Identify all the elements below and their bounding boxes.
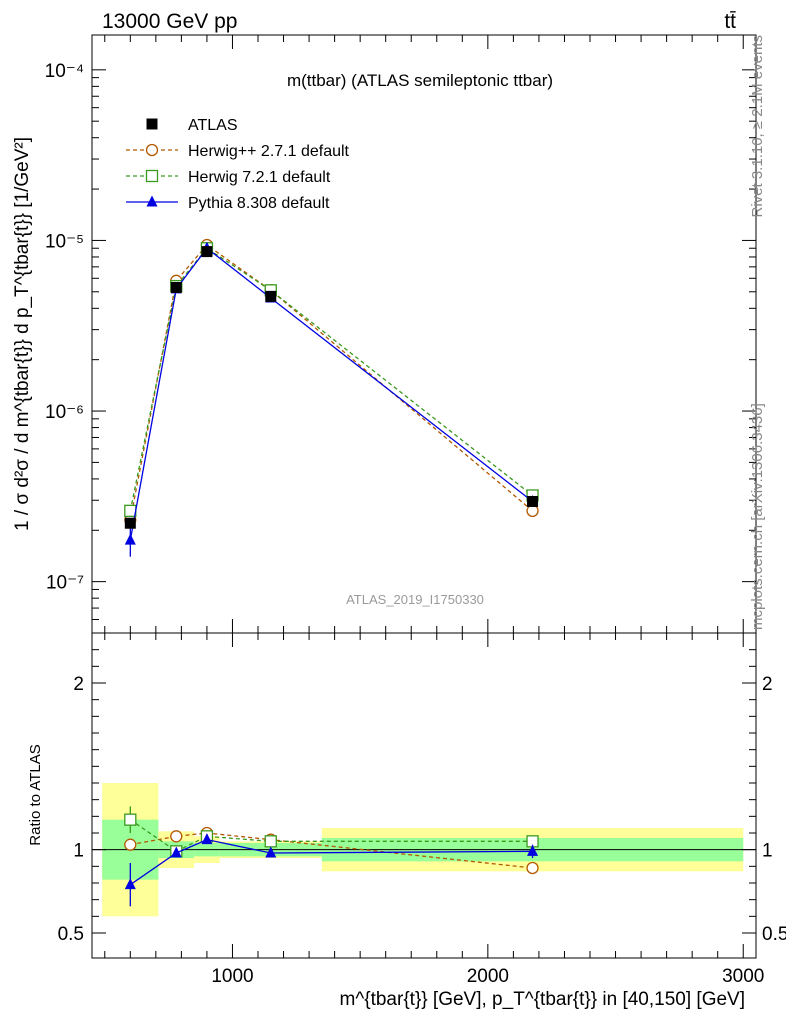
main-line-pythia-8-308-default	[129, 247, 533, 541]
main-point-atlas	[527, 495, 539, 507]
legend-label-atlas: ATLAS	[188, 117, 238, 134]
y-axis-label: 1 / σ d²σ / d m^{tbar{t}} d p_T^{tbar{t}…	[12, 137, 33, 531]
legend-marker-herwig-2-7-1-default	[145, 143, 159, 157]
ratio-tick-label: 1	[73, 841, 84, 862]
main-line-herwig-7-2-1-default	[129, 247, 533, 511]
main-series-layer	[124, 238, 539, 557]
ratio-tick-label: 0.5	[58, 924, 84, 945]
main-point-atlas	[265, 290, 277, 302]
ratio-point-pythia-8-308-default	[124, 878, 136, 890]
ratio-tick-label-right: 1	[762, 841, 773, 862]
header-left: 13000 GeV pp	[102, 10, 237, 33]
ratio-point-pythia-8-308-default	[201, 833, 213, 845]
ratio-point-herwig-2-7-1-default	[526, 861, 539, 875]
ratio-tick-label-right: 2	[762, 674, 773, 695]
mcplots-side-label: mcplots.cern.ch [arXiv:1306.3436]	[749, 403, 766, 630]
y-tick-label: 10⁻⁷	[46, 573, 84, 594]
chart-title: m(ttbar) (ATLAS semileptonic ttbar)	[287, 71, 553, 90]
ratio-plot-frame	[91, 632, 757, 959]
main-point-herwig-7-2-1-default	[124, 504, 137, 517]
ratio-tick-label: 2	[73, 674, 84, 695]
y-tick-label: 10⁻⁵	[45, 231, 84, 252]
main-point-atlas	[124, 517, 136, 529]
ratio-point-herwig-2-7-1-default	[124, 838, 137, 851]
x-tick-label: 1000	[211, 966, 253, 987]
ratio-line-herwig-7-2-1-default	[129, 819, 533, 853]
legend-label-pythia-8-308-default: Pythia 8.308 default	[188, 195, 330, 212]
y-tick-label: 10⁻⁶	[45, 402, 84, 423]
x-tick-label: 3000	[722, 966, 764, 987]
main-point-pythia-8-308-default	[124, 533, 136, 545]
main-point-herwig-2-7-1-default	[526, 504, 539, 517]
ratio-tick-label-right: 0.5	[762, 924, 786, 945]
ratio-y-axis-label: Ratio to ATLAS	[27, 744, 44, 845]
rivet-side-label: Rivet 3.1.10, ≥ 2.1M events	[749, 35, 766, 218]
watermark: ATLAS_2019_I1750330	[346, 592, 484, 607]
axes-ticks: 10⁻⁷ 10⁻⁶ 10⁻⁵ 10⁻⁴ 0.5 0.5 1 1 2 2 1000 2000 3000	[45, 35, 786, 987]
main-point-atlas	[201, 246, 213, 258]
ratio-point-pythia-8-308-default	[527, 844, 539, 856]
ratio-point-pythia-8-308-default	[265, 846, 277, 858]
x-axis-label: m^{tbar{t}} [GeV], p_T^{tbar{t}} in [40,…	[340, 989, 746, 1010]
ratio-point-herwig-7-2-1-default	[124, 813, 137, 826]
x-tick-label: 2000	[467, 966, 509, 987]
legend-label-herwig-2-7-1-default: Herwig++ 2.7.1 default	[188, 143, 350, 160]
legend-marker-pythia-8-308-default	[146, 195, 158, 207]
ratio-series-layer	[124, 806, 539, 907]
main-point-atlas	[170, 281, 182, 293]
header-right: tt̄	[724, 10, 736, 33]
y-tick-label: 10⁻⁴	[45, 61, 84, 82]
legend-label-herwig-7-2-1-default: Herwig 7.2.1 default	[188, 169, 331, 186]
main-line-herwig-2-7-1-default	[129, 244, 533, 521]
ratio-point-herwig-2-7-1-default	[170, 830, 183, 843]
legend-marker-herwig-7-2-1-default	[145, 169, 159, 183]
ratio-point-pythia-8-308-default	[170, 846, 182, 858]
legend-marker-atlas	[146, 118, 158, 130]
ratio-point-herwig-7-2-1-default	[264, 835, 277, 848]
legend: ATLAS Herwig++ 2.7.1 default Herwig 7.2.1 …	[126, 117, 350, 212]
